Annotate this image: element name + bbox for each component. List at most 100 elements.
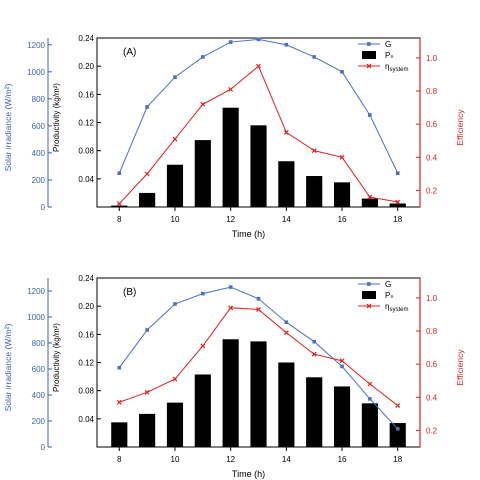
solar-irradiance-point — [117, 365, 122, 370]
efficiency-marker-stroke — [339, 358, 345, 364]
productivity-axis-tick-label: 0.24 — [78, 274, 94, 283]
efficiency-axis-title: Efficiency — [455, 349, 465, 386]
efficiency-marker-stroke — [144, 171, 150, 177]
solar-axis-title: Solar irradiance (W/m²) — [3, 83, 13, 171]
solar-irradiance-point — [256, 37, 261, 42]
solar-axis-tick-label: 1000 — [27, 68, 45, 77]
solar-axis-tick-label: 600 — [32, 365, 46, 374]
efficiency-marker-stroke — [116, 201, 122, 207]
solar-irradiance-point — [201, 55, 205, 59]
productivity-axis-title: Productivity (kg/m²) — [52, 323, 61, 392]
efficiency-axis-tick-label: 0.6 — [426, 120, 438, 129]
legend-efficiency: ηsystem — [358, 302, 408, 313]
efficiency-point — [311, 148, 317, 154]
efficiency-marker-stroke — [172, 136, 178, 142]
efficiency-axis-tick-label: 0.8 — [426, 87, 438, 96]
efficiency-point — [144, 171, 150, 177]
efficiency-marker-stroke — [116, 399, 122, 405]
productivity-bar — [139, 413, 156, 447]
solar-axis-tick-label: 0 — [41, 443, 46, 452]
efficiency-point — [367, 381, 373, 387]
x-tick-label: 10 — [171, 215, 180, 224]
efficiency-marker-stroke — [256, 307, 261, 312]
efficiency-marker-stroke — [283, 330, 289, 336]
x-tick-label: 8 — [117, 455, 122, 464]
efficiency-axis-tick-label: 0.6 — [426, 360, 438, 369]
x-tick-label: 18 — [393, 215, 402, 224]
efficiency-marker-stroke — [311, 148, 317, 154]
efficiency-axis-tick-label: 1.0 — [426, 54, 438, 63]
efficiency-axis-tick-label: 0.4 — [426, 153, 438, 162]
x-tick-label: 16 — [338, 455, 347, 464]
legend-productivity: Pₙ — [362, 291, 394, 300]
productivity-bar — [389, 423, 406, 447]
x-tick-label: 12 — [226, 215, 235, 224]
solar-irradiance-point — [256, 297, 261, 301]
solar-irradiance-point — [368, 113, 372, 117]
chart-panel-2: (B) 8 10 12 14 16 18 Time (h) 0 200 400 600 800 1000 1… — [3, 274, 465, 479]
productivity-axis-tick-label: 0.16 — [78, 90, 94, 99]
x-tick-label: 12 — [226, 455, 235, 464]
efficiency-point — [339, 358, 345, 364]
efficiency-point — [395, 403, 401, 409]
solar-axis-tick-label: 800 — [32, 339, 46, 348]
productivity-axis-tick-label: 0.12 — [78, 359, 94, 368]
efficiency-point — [311, 351, 317, 357]
productivity-axis-tick-label: 0.20 — [78, 302, 94, 311]
legend-marker — [367, 42, 371, 46]
productivity-axis-tick-label: 0.20 — [78, 62, 94, 71]
productivity-bar — [278, 362, 295, 447]
productivity-bar — [389, 203, 406, 207]
efficiency-point — [339, 154, 345, 160]
chart-panel-1: (A) 8 10 12 14 16 18 Time (h) 0 200 400 600 800 1000 1… — [3, 34, 465, 239]
legend-marker — [366, 303, 372, 309]
efficiency-point — [116, 201, 122, 207]
efficiency-point — [228, 86, 234, 92]
solar-irradiance-point — [312, 339, 316, 344]
legend-solar-irradiance: G — [358, 40, 391, 49]
efficiency-point — [256, 63, 261, 69]
solar-irradiance-point — [145, 105, 149, 109]
efficiency-point — [367, 194, 373, 200]
productivity-bar — [333, 386, 351, 447]
productivity-bar — [222, 107, 239, 207]
solar-axis-title: Solar irradiance (W/m²) — [3, 323, 13, 411]
efficiency-marker-stroke — [144, 389, 150, 395]
efficiency-point — [283, 330, 289, 336]
solar-irradiance-point — [228, 285, 233, 289]
solar-irradiance-point — [173, 302, 177, 306]
legend-marker — [367, 282, 371, 286]
legend-productivity: Pₙ — [362, 51, 394, 60]
legend-label: ηsystem — [385, 302, 408, 313]
productivity-axis-title: Productivity (kg/m²) — [52, 83, 61, 152]
efficiency-marker-stroke — [283, 130, 289, 135]
solar-axis-tick-label: 600 — [32, 122, 46, 131]
panel-label: (B) — [123, 287, 136, 298]
efficiency-point — [116, 399, 122, 405]
productivity-bar — [278, 161, 295, 207]
productivity-bar — [333, 182, 351, 207]
productivity-bar — [139, 192, 156, 207]
x-tick-label: 8 — [117, 215, 122, 224]
x-tick-label: 14 — [282, 455, 291, 464]
productivity-axis-tick-label: 0.12 — [78, 119, 94, 128]
solar-irradiance-point — [228, 40, 233, 44]
legend-label: G — [385, 280, 391, 289]
efficiency-point — [256, 307, 261, 312]
solar-irradiance-point — [340, 364, 344, 369]
solar-irradiance-point — [173, 75, 177, 80]
efficiency-point — [144, 389, 150, 395]
productivity-bar — [222, 339, 239, 447]
productivity-bar — [361, 403, 378, 447]
productivity-axis-tick-label: 0.24 — [78, 34, 94, 43]
productivity-bar — [111, 422, 128, 447]
legend-label: G — [385, 40, 391, 49]
solar-irradiance-point — [340, 70, 344, 74]
solar-axis-tick-label: 1000 — [27, 313, 45, 322]
x-axis-title: Time (h) — [232, 469, 265, 479]
efficiency-point — [395, 199, 401, 205]
x-tick-label: 16 — [338, 215, 347, 224]
solar-axis-tick-label: 400 — [32, 391, 46, 400]
efficiency-marker-stroke — [339, 154, 345, 160]
